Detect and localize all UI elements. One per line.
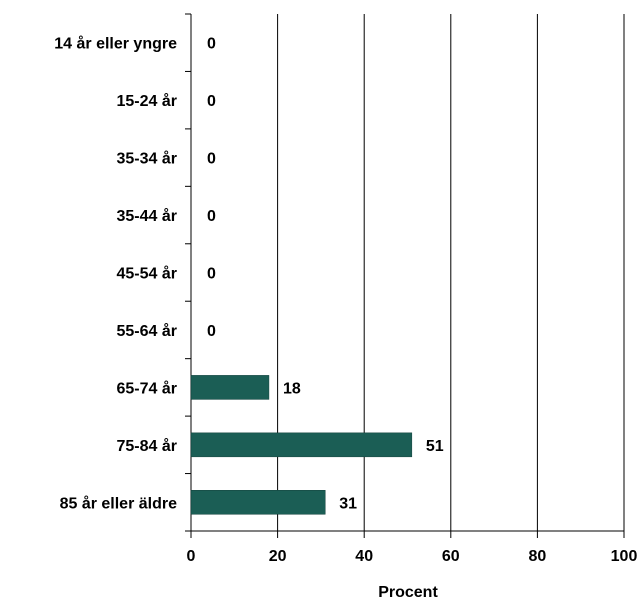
value-label: 31 <box>339 495 357 512</box>
category-label: 15-24 år <box>117 92 178 110</box>
bar <box>190 375 270 400</box>
category-label: 45-54 år <box>117 265 178 283</box>
category-label: 65-74 år <box>117 379 178 397</box>
x-ticks: 0 20 40 60 80 100 <box>187 548 638 565</box>
value-label: 51 <box>426 438 444 455</box>
value-label: 18 <box>283 380 301 397</box>
x-tick-label: 40 <box>355 548 373 565</box>
value-label: 0 <box>207 93 216 110</box>
value-label: 0 <box>207 208 216 225</box>
category-label: 55-64 år <box>117 322 178 340</box>
value-labels: 0 0 0 0 0 0 18 51 31 <box>207 36 444 513</box>
value-label: 0 <box>207 266 216 283</box>
value-label: 0 <box>207 323 216 340</box>
x-tick-label: 80 <box>529 548 547 565</box>
x-axis-title: Procent <box>378 584 438 601</box>
x-tick-label: 60 <box>442 548 460 565</box>
value-label: 0 <box>207 36 216 53</box>
bars <box>190 375 413 515</box>
category-label: 35-44 år <box>117 207 178 225</box>
bar <box>190 490 326 515</box>
axes <box>185 13 625 538</box>
bar <box>190 432 413 458</box>
value-label: 0 <box>207 151 216 168</box>
x-tick-label: 0 <box>187 548 196 565</box>
x-tick-label: 20 <box>269 548 287 565</box>
category-label: 85 år eller äldre <box>60 494 178 512</box>
category-label: 75-84 år <box>117 437 178 455</box>
category-label: 14 år eller yngre <box>54 35 177 53</box>
category-label: 35-34 år <box>117 150 178 168</box>
category-labels: 14 år eller yngre 15-24 år 35-34 år 35-44 å… <box>54 35 177 513</box>
x-tick-label: 100 <box>611 548 638 565</box>
